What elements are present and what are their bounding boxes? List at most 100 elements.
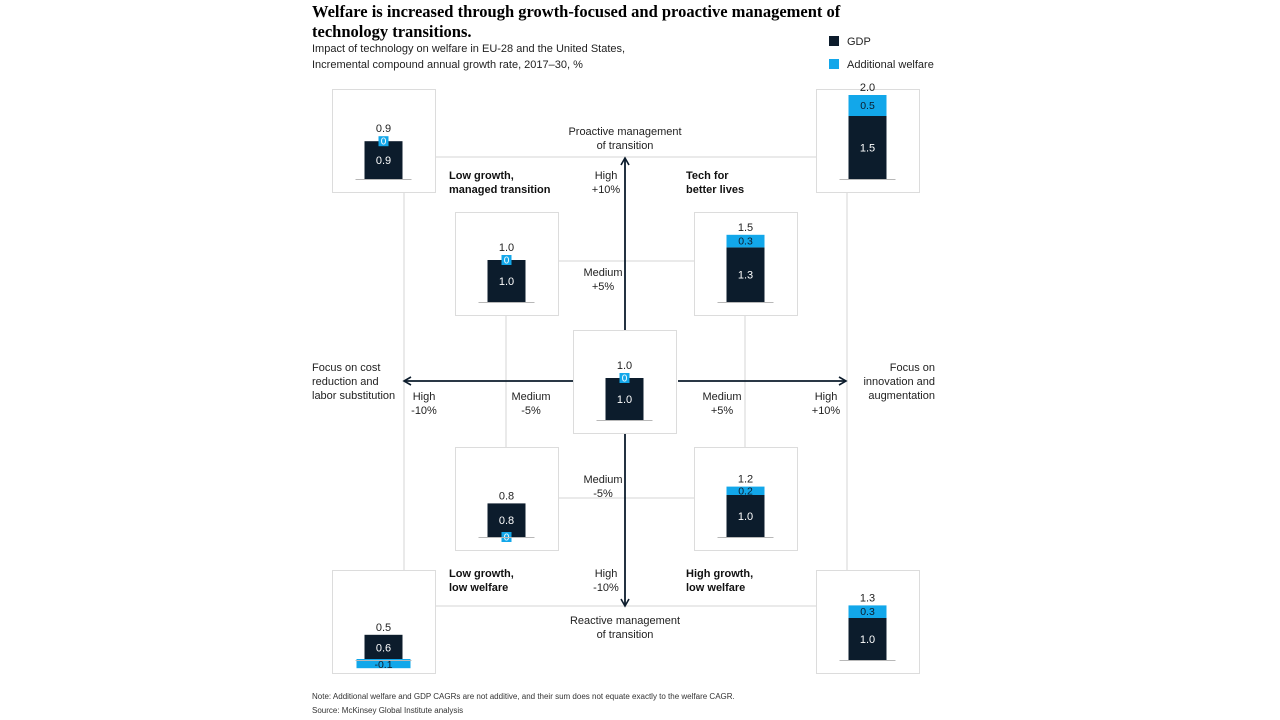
axis-label-reactive-line-1: Reactive management (569, 615, 681, 627)
legend-item-gdp: GDP (829, 36, 871, 48)
tick-label-medium-plus-5-horizontal: Medium +5% (697, 390, 747, 418)
subtitle-line-2: Incremental compound annual growth rate,… (312, 58, 583, 71)
quadrant-label-top-right: Tech for better lives (686, 169, 744, 197)
tick-medium-bottom-line-2: -5% (593, 488, 613, 500)
tick-high-bottom-line-2: -10% (593, 582, 619, 594)
tick-high-right-line-1: High (814, 391, 838, 403)
quadrant-top-left-line-2: managed transition (449, 184, 551, 196)
tick-label-high-plus-10-vertical: High +10% (578, 169, 634, 197)
gdp-bar (726, 247, 765, 302)
axis-label-proactive-line-1: Proactive management (568, 126, 682, 138)
welfare-bar-negative (356, 659, 411, 669)
axis-label-innovation-focus-line-3: augmentation (868, 390, 935, 402)
tick-label-high-plus-10-horizontal: High +10% (804, 390, 848, 418)
axis-label-innovation-focus-line-1: Focus on (889, 362, 935, 374)
quadrant-label-bottom-left: Low growth, low welfare (449, 567, 514, 595)
scenario-panel-baseline: 0 1.0 1.0 (573, 330, 677, 434)
tick-medium-bottom-line-1: Medium (583, 474, 623, 486)
tick-medium-right-line-2: +5% (710, 405, 734, 417)
chart-title: Welfare is increased through growth-focu… (312, 2, 841, 41)
tick-medium-left-line-1: Medium (511, 391, 551, 403)
gdp-bar (487, 503, 526, 537)
welfare-value-label: 0.2 (738, 485, 753, 497)
gdp-value-label: 0.6 (376, 642, 391, 654)
welfare-value-label: 0 (504, 256, 510, 267)
axes (402, 156, 848, 608)
tick-medium-top-line-2: +5% (591, 281, 615, 293)
gdp-bar (848, 618, 887, 660)
welfare-bar (848, 605, 887, 618)
welfare-value-label: 0.5 (860, 100, 875, 112)
chart-subtitle: Impact of technology on welfare in EU-28… (312, 42, 625, 73)
scenario-panel-medium-reactive-medium-innovation: 0.2 1.0 1.2 (694, 447, 798, 551)
tick-high-bottom-line-1: High (594, 568, 618, 580)
total-value-label: 0.9 (376, 123, 391, 135)
welfare-zero-marker (501, 255, 512, 265)
welfare-zero-marker (619, 373, 630, 383)
tick-medium-left-line-2: -5% (521, 405, 541, 417)
welfare-bar (726, 486, 765, 495)
quadrant-bottom-left-line-1: Low growth, (449, 568, 514, 580)
source-note: Source: McKinsey Global Institute analys… (312, 706, 464, 715)
gdp-value-label: 1.0 (499, 276, 514, 288)
subtitle-line-1: Impact of technology on welfare in EU-28… (312, 43, 626, 55)
footnote: Note: Additional welfare and GDP CAGRs a… (312, 692, 735, 701)
welfare-value-label: 0 (622, 374, 628, 385)
total-value-label: 1.2 (738, 474, 753, 486)
tick-label-medium-plus-5-vertical: Medium +5% (572, 266, 634, 294)
axis-label-reactive-line-2: of transition (596, 629, 654, 641)
tick-label-high-minus-10-horizontal: High -10% (402, 390, 446, 418)
axis-label-reactive: Reactive management of transition (555, 614, 695, 642)
scenario-panel-high-proactive-high-innovation: 0.5 1.5 2.0 (816, 82, 920, 193)
gdp-bar (487, 260, 526, 302)
bar-panels: 00.90.90.51.52.001.01.00.31.31.501.01.00… (332, 82, 920, 674)
axis-label-cost-focus: Focus on cost reduction and labor substi… (312, 361, 395, 403)
welfare-value-label: 0.3 (860, 606, 875, 618)
total-value-label: 0.5 (376, 622, 391, 634)
quadrant-top-right-line-2: better lives (686, 184, 745, 196)
tick-medium-right-line-1: Medium (702, 391, 742, 403)
total-value-label: 1.0 (617, 360, 632, 372)
quadrant-bottom-right-line-1: High growth, (686, 568, 754, 580)
gdp-value-label: 1.3 (738, 270, 753, 282)
quadrant-bottom-right-line-2: low welfare (686, 582, 746, 594)
total-value-label: 2.0 (860, 82, 875, 94)
tick-high-top-line-1: High (594, 170, 618, 182)
scenario-panel-medium-proactive-medium-cost-focus: 0 1.0 1.0 (455, 212, 559, 316)
gdp-bar (726, 495, 765, 537)
scenario-panel-high-reactive-high-cost-focus: -0.1 0.6 0.5 (332, 570, 436, 674)
legend-label-gdp: GDP (847, 36, 871, 48)
tick-high-right-line-2: +10% (811, 405, 841, 417)
tick-high-top-line-2: +10% (591, 184, 621, 196)
axis-label-proactive: Proactive management of transition (555, 125, 695, 153)
axis-label-cost-focus-line-3: labor substitution (312, 390, 396, 402)
quadrant-top-left-line-1: Low growth, (449, 170, 514, 182)
quadrant-label-bottom-right: High growth, low welfare (686, 567, 753, 595)
tick-medium-top-line-1: Medium (583, 267, 623, 279)
axis-label-innovation-focus: Focus on innovation and augmentation (835, 361, 935, 403)
welfare-value-label: -0.1 (374, 659, 392, 671)
scenario-panel-high-reactive-high-innovation: 0.3 1.0 1.3 (816, 570, 920, 674)
axis-label-cost-focus-line-2: reduction and (312, 376, 379, 388)
axis-label-innovation-focus-line-2: innovation and (863, 376, 935, 388)
gdp-value-label: 1.0 (860, 634, 875, 646)
welfare-value-label: 0 (381, 137, 387, 148)
tick-high-left-line-1: High (412, 391, 436, 403)
welfare-value-label: 0.3 (738, 236, 753, 248)
total-value-label: 1.0 (499, 242, 514, 254)
total-value-label: 1.5 (738, 222, 753, 234)
scenario-panel-medium-reactive-medium-cost-focus: 00.80.8 (455, 447, 559, 551)
legend-swatch-gdp (829, 36, 839, 46)
gdp-bar (364, 141, 403, 179)
tick-label-medium-minus-5-vertical: Medium -5% (572, 473, 634, 501)
gdp-bar (364, 634, 403, 660)
welfare-bar (848, 95, 887, 116)
total-value-label: 0.8 (499, 490, 514, 502)
tick-high-left-line-2: -10% (411, 405, 437, 417)
axis-label-proactive-line-2: of transition (596, 140, 654, 152)
welfare-bar (726, 234, 765, 248)
legend-swatch-welfare (829, 59, 839, 69)
legend-item-welfare: Additional welfare (829, 59, 934, 71)
gdp-value-label: 1.0 (738, 511, 753, 523)
